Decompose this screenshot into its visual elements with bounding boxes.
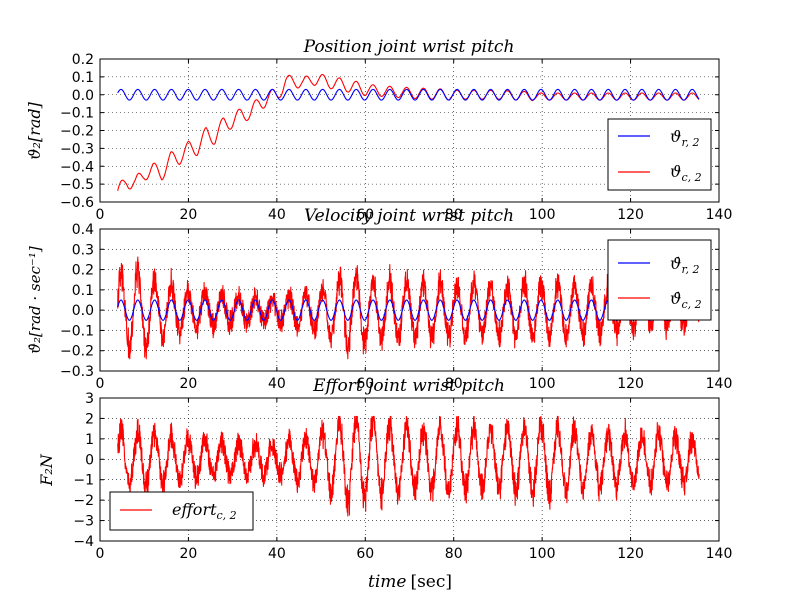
y-tick-label: −0.2: [60, 344, 94, 360]
ticks-velocity: 0 20 40 60 80 100 120 140 −0.3 −0.2 −0.1 0.0 0.1 0.2 0…: [60, 222, 732, 392]
y-tick-label: 0.2: [72, 263, 94, 279]
y-axis-label-position: ϑ₂[rad]: [25, 101, 44, 160]
subplot-title-velocity: Velocity joint wrist pitch: [304, 206, 514, 226]
legend-effort: effortc, 2: [109, 491, 254, 531]
y-axis-label-effort: F₂N: [37, 453, 56, 487]
legend-box: [109, 491, 254, 531]
x-tick-label: 40: [268, 207, 286, 223]
series-position: [117, 73, 700, 191]
x-tick-label: 80: [445, 546, 463, 562]
ticks-position: 0 20 40 60 80 100 120 140 −0.6 −0.5 −0.4 −0.3−0.2 −0…: [60, 52, 732, 223]
y-tick-label: −0.4: [60, 159, 94, 175]
series-line: [117, 415, 700, 517]
x-tick-label: 0: [96, 207, 105, 223]
y-tick-label: 0: [85, 452, 94, 468]
y-tick-label: −0.3: [60, 141, 94, 157]
y-tick-label: −0.5: [60, 177, 94, 193]
y-tick-label: 2: [85, 411, 94, 427]
x-tick-label: 60: [356, 207, 374, 223]
x-tick-label: 100: [529, 546, 556, 562]
y-tick-label: 0.1: [72, 283, 94, 299]
ticks-effort: 0 20 40 60 80 100 120 140 −4 −3 −2 −1 0 1 2 3: [73, 391, 732, 562]
x-tick-label: 0: [96, 376, 105, 392]
y-tick-label: −0.1: [60, 106, 94, 122]
subplot-effort: Effort joint wrist pitch F₂N 0 20 40 60 80 10…: [37, 376, 732, 562]
x-tick-label: 60: [356, 376, 374, 392]
y-tick-label: −3: [73, 514, 94, 530]
legend-box: [607, 239, 712, 321]
legend-label: ϑc, 2: [670, 162, 702, 184]
axes-frame-velocity: [99, 228, 720, 372]
series-effort: [117, 415, 700, 517]
subplot-position: Position joint wrist pitch ϑ₂[rad] 0 20 40…: [25, 37, 732, 223]
legend-label: ϑ̇r, 2: [670, 254, 699, 276]
x-tick-label: 120: [617, 376, 644, 392]
subplot-title-effort: Effort joint wrist pitch: [312, 376, 505, 396]
legend-box: [607, 118, 712, 191]
legend-label: ϑ̇c, 2: [670, 289, 702, 311]
legend-label: ϑr, 2: [670, 127, 699, 149]
axes-frame-position: [99, 58, 720, 203]
x-tick-label: 60: [356, 546, 374, 562]
x-axis-label: time [sec]: [368, 572, 452, 592]
x-tick-label: 20: [180, 207, 198, 223]
y-tick-label: 3: [85, 391, 94, 407]
x-tick-label: 140: [706, 207, 733, 223]
x-tick-label: 80: [445, 207, 463, 223]
y-tick-label: −0.3: [60, 364, 94, 380]
legend-position: ϑr, 2 ϑc, 2: [607, 118, 712, 191]
series-line: [117, 256, 700, 360]
y-axis-label-velocity: ϑ̇₂[rad · sec⁻¹]: [26, 246, 44, 354]
legend-velocity: ϑ̇r, 2 ϑ̇c, 2: [607, 239, 712, 321]
series-line: [117, 299, 700, 321]
y-tick-label: 0.3: [72, 242, 94, 258]
x-tick-label: 120: [617, 207, 644, 223]
axes-frame-effort: [99, 397, 720, 542]
x-tick-label: 100: [529, 376, 556, 392]
y-tick-label: 1: [85, 432, 94, 448]
x-tick-label: 40: [268, 376, 286, 392]
y-tick-label: −4: [73, 534, 94, 550]
series-velocity: [117, 256, 700, 360]
y-tick-label: 0.2: [72, 52, 94, 68]
subplot-title-position: Position joint wrist pitch: [303, 37, 515, 57]
x-tick-label: 0: [96, 546, 105, 562]
y-tick-label: −0.2: [60, 124, 94, 140]
y-tick-label: −1: [73, 473, 94, 489]
y-tick-label: 0.0: [72, 303, 94, 319]
y-tick-label: −0.6: [60, 195, 94, 211]
y-tick-label: −0.1: [60, 323, 94, 339]
legend-label: effortc, 2: [172, 500, 237, 522]
y-tick-label: 0.1: [72, 70, 94, 86]
subplot-velocity: Velocity joint wrist pitch ϑ̇₂[rad · sec…: [26, 206, 732, 392]
x-tick-label: 20: [180, 376, 198, 392]
series-line: [117, 88, 700, 101]
x-tick-label: 80: [445, 376, 463, 392]
x-tick-label: 140: [706, 546, 733, 562]
y-tick-label: 0.0: [72, 88, 94, 104]
x-tick-label: 120: [617, 546, 644, 562]
x-tick-label: 20: [180, 546, 198, 562]
x-tick-label: 100: [529, 207, 556, 223]
y-tick-label: −2: [73, 493, 94, 509]
x-tick-label: 140: [706, 376, 733, 392]
x-tick-label: 40: [268, 546, 286, 562]
y-tick-label: 0.4: [72, 222, 94, 238]
